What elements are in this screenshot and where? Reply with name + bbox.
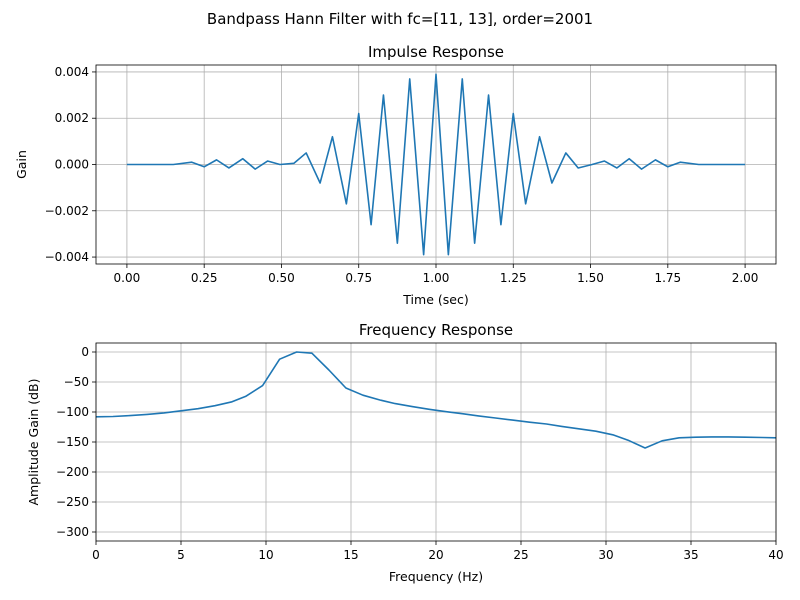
frequency-xtick-label: 35 bbox=[683, 548, 698, 562]
frequency-xtick-label: 10 bbox=[258, 548, 273, 562]
impulse-ytick-label: 0.000 bbox=[55, 158, 89, 172]
impulse-xtick-label: 0.00 bbox=[114, 271, 141, 285]
frequency-xtick-label: 5 bbox=[177, 548, 185, 562]
frequency-xtick-label: 15 bbox=[343, 548, 358, 562]
impulse-ytick-label: 0.002 bbox=[55, 111, 89, 125]
frequency-xtick-label: 0 bbox=[92, 548, 100, 562]
frequency-xtick-label: 40 bbox=[768, 548, 783, 562]
frequency-series-line bbox=[96, 351, 776, 449]
frequency-ytick-label: −150 bbox=[56, 435, 89, 449]
frequency-response-panel: Frequency Response 0 5 10 15 20 25 30 35 40 0 −50 −1… bbox=[26, 321, 784, 584]
impulse-title: Impulse Response bbox=[368, 43, 504, 61]
frequency-ytick-label: 0 bbox=[81, 345, 89, 359]
impulse-ytick-label: −0.004 bbox=[45, 250, 89, 264]
frequency-xtick-label: 20 bbox=[428, 548, 443, 562]
impulse-xtick-label: 1.50 bbox=[577, 271, 604, 285]
impulse-xtick-label: 0.50 bbox=[268, 271, 295, 285]
frequency-ytick-label: −100 bbox=[56, 405, 89, 419]
frequency-ytick-label: −50 bbox=[64, 375, 89, 389]
frequency-xtick-label: 25 bbox=[513, 548, 528, 562]
impulse-xtick-label: 0.75 bbox=[345, 271, 372, 285]
impulse-xtick-label: 1.75 bbox=[654, 271, 681, 285]
frequency-axes-frame bbox=[95, 342, 777, 542]
impulse-xtick-label: 0.25 bbox=[191, 271, 218, 285]
frequency-ytick-label: −300 bbox=[56, 525, 89, 539]
impulse-ytick-label: −0.002 bbox=[45, 204, 89, 218]
frequency-ytick-label: −200 bbox=[56, 465, 89, 479]
impulse-ytick-label: 0.004 bbox=[55, 65, 89, 79]
impulse-ylabel: Gain bbox=[14, 150, 29, 179]
figure-suptitle: Bandpass Hann Filter with fc=[11, 13], o… bbox=[207, 10, 593, 28]
frequency-xtick-label: 30 bbox=[598, 548, 613, 562]
impulse-xtick-label: 1.25 bbox=[500, 271, 527, 285]
impulse-series-line bbox=[126, 73, 746, 256]
impulse-xtick-label: 1.00 bbox=[423, 271, 450, 285]
impulse-response-panel: Impulse Response 0.00 0.25 0.50 0.75 1.00 1.25… bbox=[14, 43, 777, 307]
frequency-ytick-label: −250 bbox=[56, 495, 89, 509]
impulse-xtick-label: 2.00 bbox=[732, 271, 759, 285]
frequency-xlabel: Frequency (Hz) bbox=[389, 569, 483, 584]
frequency-title: Frequency Response bbox=[359, 321, 513, 339]
impulse-xlabel: Time (sec) bbox=[402, 292, 468, 307]
frequency-ylabel: Amplitude Gain (dB) bbox=[26, 378, 41, 505]
impulse-axes-frame bbox=[95, 64, 777, 265]
